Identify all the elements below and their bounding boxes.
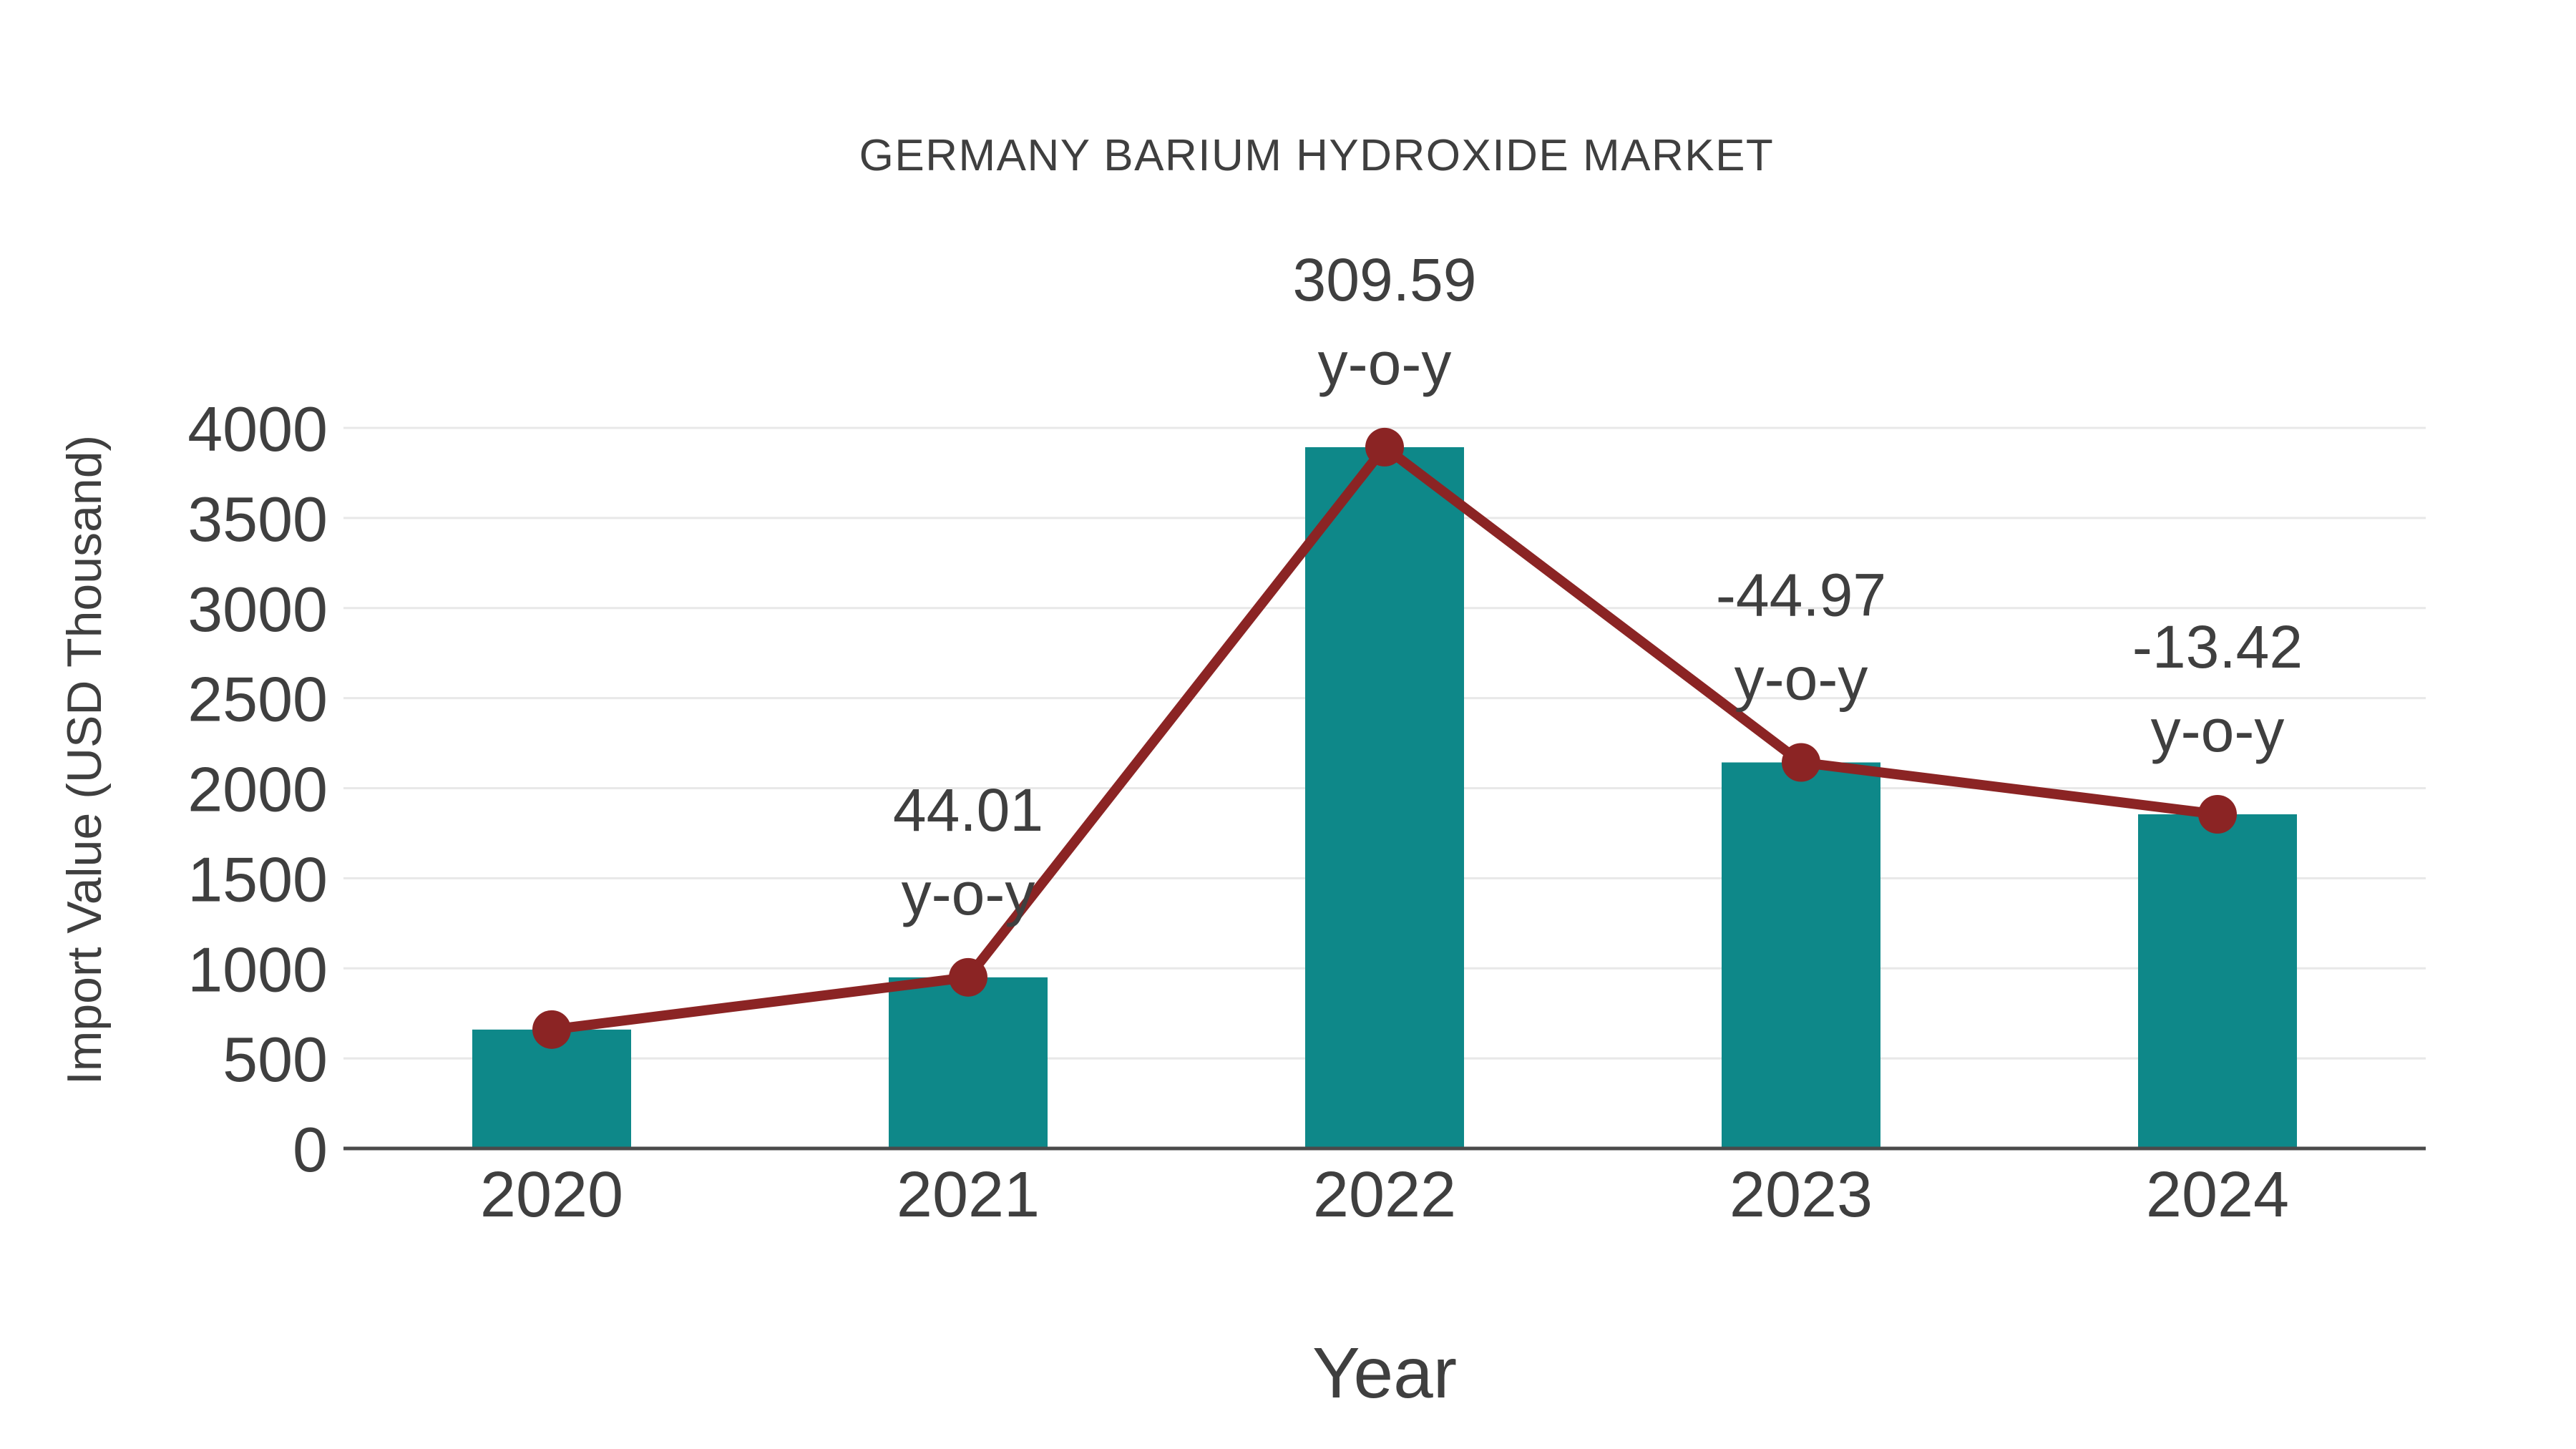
yoy-value-label-2021: 44.01 [893,776,1043,844]
y-tick-label: 0 [293,1114,328,1185]
yoy-suffix-label-2022: y-o-y [1318,330,1452,397]
x-axis-title: Year [1312,1333,1458,1413]
bar-2023 [1722,762,1880,1148]
data-point-2023 [1782,743,1820,782]
data-point-2024 [2198,795,2237,834]
x-tick-label-2020: 2020 [480,1159,623,1231]
y-tick-label: 3000 [187,574,328,645]
y-tick-label: 500 [223,1024,328,1095]
x-tick-label-2023: 2023 [1729,1159,1873,1231]
y-axis-title: Import Value (USD Thousand) [57,434,112,1085]
yoy-value-label-2023: -44.97 [1716,561,1886,628]
data-point-2020 [532,1010,571,1049]
chart-title: GERMANY BARIUM HYDROXIDE MARKET [859,131,1775,180]
bar-2022 [1305,447,1464,1148]
yoy-value-label-2024: -13.42 [2132,613,2303,680]
bar-2020 [472,1029,631,1148]
data-point-2021 [949,957,987,997]
y-tick-label: 1000 [187,934,328,1005]
x-tick-label-2021: 2021 [897,1159,1040,1231]
data-point-2022 [1365,427,1404,467]
yoy-suffix-label-2024: y-o-y [2151,697,2285,764]
y-tick-label: 1500 [187,844,328,914]
x-tick-label-2024: 2024 [2146,1159,2289,1231]
yoy-value-label-2022: 309.59 [1293,246,1477,313]
y-tick-label: 4000 [187,394,328,464]
x-tick-label-2022: 2022 [1313,1159,1456,1231]
yoy-suffix-label-2021: y-o-y [902,860,1035,927]
y-tick-label: 3500 [187,484,328,555]
bar-2024 [2138,814,2297,1148]
yoy-suffix-label-2023: y-o-y [1735,645,1868,712]
y-tick-label: 2500 [187,664,328,735]
bar-2021 [889,977,1048,1148]
y-tick-label: 2000 [187,754,328,825]
